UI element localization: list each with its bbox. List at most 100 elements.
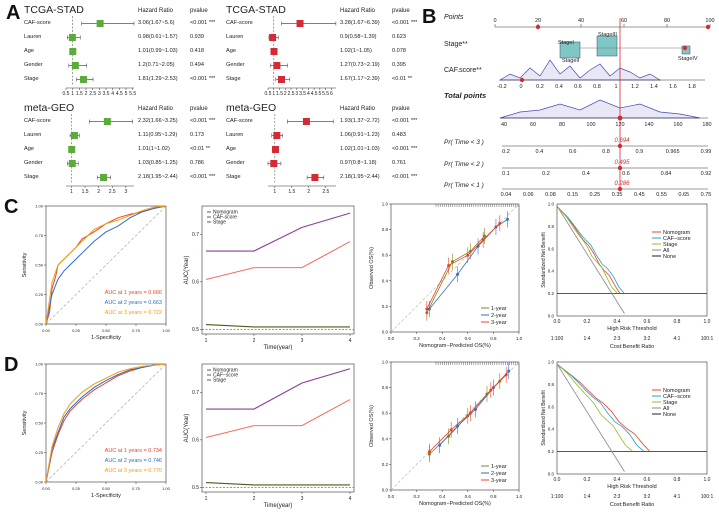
nomo-tick-label: 1.2 bbox=[631, 84, 639, 90]
forest-tick-label: 6 bbox=[330, 91, 333, 96]
forest-row-label: Age bbox=[226, 146, 236, 152]
forest-row-label: Lauren bbox=[226, 34, 244, 40]
nomo-tick-label: 0.55 bbox=[656, 192, 667, 196]
x-axis-label: Time(year) bbox=[264, 503, 293, 509]
axis-tick-label: 0.0 bbox=[388, 494, 395, 499]
axis-tick-label: 0.8 bbox=[674, 319, 681, 325]
axis-tick-label: 0.25 bbox=[72, 486, 81, 491]
axis-tick-label: 0.6 bbox=[192, 279, 199, 285]
nomo-tick-label: 60 bbox=[621, 18, 627, 24]
nomo-tick-label: 0.35 bbox=[612, 192, 623, 196]
axis-tick-label: 1.0 bbox=[382, 202, 389, 207]
nomo-tick-label: StageI bbox=[558, 40, 574, 46]
nomo-tick-label: 140 bbox=[644, 122, 653, 128]
roc-chart-c: 0.00 0.25 0.50 0.75 1.00 0.00 0.25 0.50 0.75 1.00… bbox=[22, 204, 171, 341]
forest-point bbox=[70, 132, 78, 139]
calibration-chart-d: 0.0 0.2 0.4 0.6 0.8 1.0 0.0 0.2 0.4 0.6 0.8 1.0 Nomo… bbox=[369, 360, 523, 508]
axis-tick-label: 0.25 bbox=[35, 292, 44, 297]
axis-tick-label: 0.8 bbox=[382, 385, 389, 390]
auc-legend-label: Stage bbox=[213, 220, 226, 226]
forest-row-hr: 1.93(1.37~2.72) bbox=[340, 118, 380, 124]
axis-tick-label: 100:1 bbox=[701, 494, 714, 500]
forest-row-hr: 1.11(0.95~1.29) bbox=[138, 132, 178, 138]
forest-row-p: 0.786 bbox=[190, 160, 204, 166]
forest-title: meta-GEO bbox=[226, 102, 277, 114]
axis-tick-label: 0.6 bbox=[644, 319, 651, 325]
forest-row-p: <0.001 *** bbox=[190, 174, 216, 180]
nomo-prob-value: 0.694 bbox=[614, 138, 630, 144]
forest-col-hr: Hazard Ratio bbox=[138, 106, 174, 112]
axis-tick-label: 1:100 bbox=[551, 336, 564, 342]
nomo-tick-label: 0.6 bbox=[569, 149, 577, 155]
nomo-marker bbox=[617, 143, 623, 149]
calibration-point bbox=[466, 253, 470, 257]
forest-row-p: <0.001 *** bbox=[392, 118, 418, 124]
axis-tick-label: 0.6 bbox=[465, 494, 472, 499]
forest-row-label: Gender bbox=[24, 160, 43, 166]
forest-row-p: 0.173 bbox=[190, 132, 204, 138]
calibration-point bbox=[447, 434, 451, 438]
axis-tick-label: 0.25 bbox=[35, 450, 44, 455]
nomo-marker bbox=[535, 24, 541, 30]
axis-tick-label: 0.4 bbox=[439, 494, 446, 499]
axis-tick-label: 0.8 bbox=[490, 494, 497, 499]
axis-tick-label: 1:100 bbox=[551, 494, 564, 500]
forest-row-p: <0.001 *** bbox=[392, 174, 418, 180]
nomo-tick-label: 160 bbox=[673, 122, 682, 128]
nomo-tick-label: 60 bbox=[530, 122, 536, 128]
forest-tick-label: 0.5 bbox=[265, 91, 272, 96]
axis-tick-label: 0.2 bbox=[548, 449, 555, 454]
nomo-tick-label: StageII bbox=[562, 58, 580, 64]
forest-row-label: Gender bbox=[226, 62, 245, 68]
forest-row-label: Gender bbox=[24, 62, 43, 68]
nomo-tick-label: 0.84 bbox=[661, 171, 672, 177]
axis-tick-label: 0.0 bbox=[388, 336, 395, 341]
forest-col-hr: Hazard Ratio bbox=[340, 106, 376, 112]
roc-curve bbox=[45, 363, 167, 483]
axis-tick-label: 1.0 bbox=[704, 477, 711, 483]
forest-row-hr: 3.06(1.67~5.6) bbox=[138, 20, 175, 26]
dca-line bbox=[556, 364, 645, 452]
auc-legend-label: CAF−score bbox=[213, 373, 238, 379]
axis-tick-label: 0.6 bbox=[382, 411, 389, 416]
nomo-tick-label: -0.2 bbox=[497, 84, 506, 90]
y-axis-label: Observed OS(%) bbox=[369, 247, 375, 289]
calibration-point bbox=[427, 307, 431, 311]
axis-tick-label: 0.2 bbox=[584, 477, 591, 483]
calibration-legend-label: 2-year bbox=[491, 471, 507, 477]
nomo-tick-label: 0.99 bbox=[701, 149, 712, 155]
dca-line bbox=[556, 364, 633, 452]
nomo-tick-label: 0.15 bbox=[567, 192, 578, 196]
forest-row-hr: 3.28(1.67~6.39) bbox=[340, 20, 380, 26]
axis-tick-label: 4 bbox=[349, 338, 352, 344]
forest-tick-label: 3 bbox=[124, 189, 127, 194]
x-axis-label: Nomogram−Predicted OS(%) bbox=[419, 501, 491, 507]
roc-curve bbox=[45, 363, 167, 483]
forest-tick-label: 5 bbox=[125, 91, 128, 96]
forest-plot: meta-GEO Hazard Ratio pvalue CAF-score 1.93(… bbox=[222, 98, 417, 194]
axis-tick-label: 0.00 bbox=[35, 480, 44, 485]
nomo-tick-label: 0.04 bbox=[501, 192, 512, 196]
calibration-point bbox=[505, 217, 509, 221]
dca-line bbox=[556, 205, 625, 314]
forest-tick-label: 5 bbox=[318, 91, 321, 96]
axis-tick-label: 0.8 bbox=[382, 227, 389, 232]
axis-tick-label: 0.4 bbox=[382, 278, 389, 283]
forest-row-p: <0.01 ** bbox=[392, 76, 413, 82]
forest-row-label: CAF-score bbox=[24, 118, 51, 124]
axis-tick-label: 1:4 bbox=[584, 494, 591, 500]
forest-row-p: 0.395 bbox=[392, 62, 406, 68]
forest-tick-label: 2.5 bbox=[89, 91, 96, 96]
nomo-tick-label: 0.2 bbox=[542, 171, 550, 177]
dca-legend-label: None bbox=[663, 254, 676, 260]
nomo-tick-label: 0.2 bbox=[502, 149, 510, 155]
forest-svg: 1 1.5 2 2.5 bbox=[267, 114, 336, 194]
auc-legend-label: Nomogram bbox=[213, 368, 238, 374]
roc-legend-label: AUC at 2 years = 0.746 bbox=[105, 458, 162, 464]
axis-tick-label: 1.00 bbox=[35, 362, 44, 367]
axis-tick-label: 0.5 bbox=[192, 327, 199, 333]
calibration-point bbox=[425, 307, 429, 311]
forest-point bbox=[270, 48, 278, 55]
panel-label-b: B bbox=[422, 6, 437, 28]
forest-title: meta-GEO bbox=[24, 102, 75, 114]
